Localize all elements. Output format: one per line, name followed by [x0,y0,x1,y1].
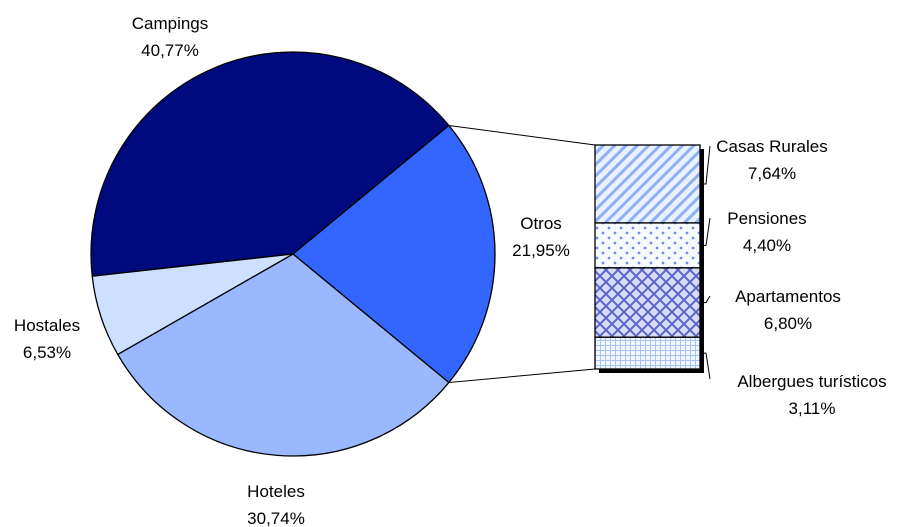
connector-top [448,124,596,146]
leader-line-casas-rurales [700,145,711,185]
slice-label-hoteles: Hoteles 30,74% [247,482,305,527]
bar-segment-pensiones [594,222,701,269]
pie-bar-connectors [448,124,596,384]
bar-segment-casas-rurales [594,144,701,224]
pie-slice-campings [90,51,450,277]
leader-line-apartamentos [700,295,711,304]
bar-label-apartamentos: Apartamentos 6,80% [735,287,841,333]
data-labels: Campings 40,77% Otros 21,95% Hoteles 30,74% Ho… [14,14,887,527]
breakdown-bar [594,144,711,380]
pie [90,51,496,457]
bar-label-pensiones: Pensiones 4,40% [727,209,806,255]
slice-label-campings: Campings 40,77% [132,14,209,60]
leader-line-pensiones [700,217,711,246]
bar-segment-albergues-turisticos [594,336,701,370]
bar-segment-apartamentos [594,267,701,338]
connector-bottom [448,368,596,384]
pie-slice-otros [291,124,496,384]
slice-label-otros: Otros 21,95% [512,214,570,260]
pie-slice-hostales [91,253,294,356]
slice-label-hostales: Hostales 6,53% [14,316,80,362]
leader-line-albergues-turisticos [700,352,711,380]
pie-slice-hoteles [116,253,450,457]
bar-label-albergues-turisticos: Albergues turísticos 3,11% [737,372,886,418]
bar-label-casas-rurales: Casas Rurales 7,64% [716,137,828,183]
